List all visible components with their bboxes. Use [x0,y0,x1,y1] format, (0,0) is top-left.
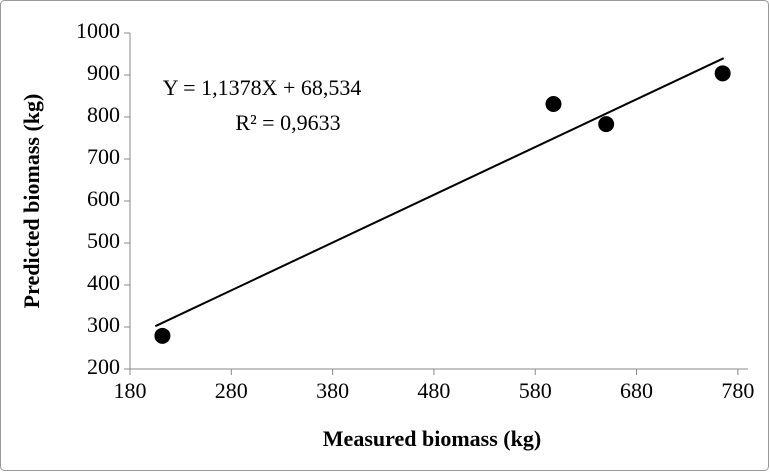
x-axis-label: Measured biomass (kg) [323,426,541,451]
data-point [714,65,731,82]
x-tick-label: 580 [519,378,552,403]
y-tick-label: 1000 [76,18,120,43]
equation: Y = 1,1378X + 68,534 [163,75,362,100]
x-tick-label: 680 [620,378,653,403]
trendline [154,57,725,328]
y-tick-label: 200 [87,354,120,379]
y-tick-label: 600 [87,186,120,211]
x-tick-label: 280 [215,378,248,403]
y-axis-label: Predicted biomass (kg) [19,94,44,309]
y-tick-label: 900 [87,60,120,85]
x-tick-label: 180 [114,378,147,403]
data-point [545,95,562,112]
y-tick-label: 700 [87,144,120,169]
x-tick-label: 380 [316,378,349,403]
y-tick-label: 300 [87,312,120,337]
data-point [154,327,171,344]
y-tick-label: 400 [87,270,120,295]
r-squared: R² = 0,9633 [235,110,340,135]
y-tick-label: 500 [87,228,120,253]
x-tick-label: 480 [417,378,450,403]
x-tick-label: 780 [721,378,754,403]
data-point [598,116,615,133]
y-tick-label: 800 [87,102,120,127]
